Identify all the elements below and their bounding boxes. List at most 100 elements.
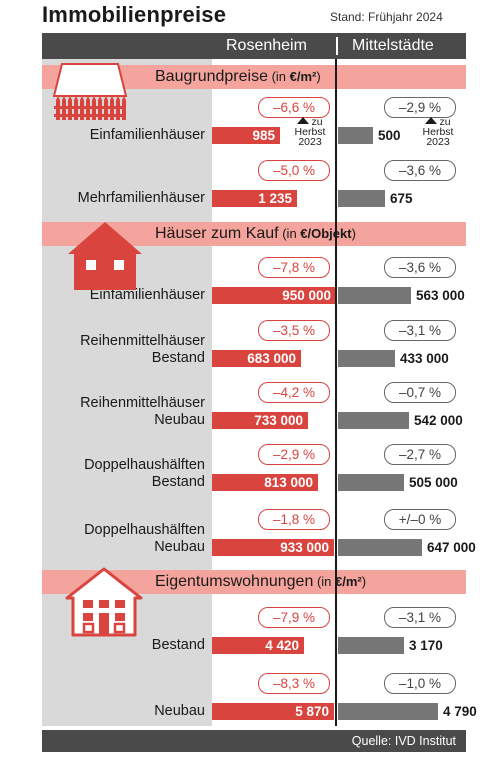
section-unit: (in €/m²) (313, 574, 367, 589)
rosenheim-value-label: 950 000 (282, 288, 331, 303)
section-title-text: Baugrundpreise (155, 68, 268, 85)
section-unit: (in €/m²) (267, 69, 321, 84)
mittelstaedte-value-label: 4 790 (443, 704, 477, 719)
section-unit: (in €/Objekt) (278, 226, 356, 241)
mittelstaedte-value-label: 433 000 (400, 351, 449, 366)
row-label: Reihenmittelhäuser Bestand (0, 333, 205, 367)
section-header: Häuser zum Kauf (in €/Objekt) (42, 222, 466, 246)
fence-icon (52, 63, 128, 120)
rosenheim-change-badge: –5,0 % (258, 160, 330, 181)
row-label: Neubau (0, 703, 205, 720)
rosenheim-value-label: 985 (252, 128, 275, 143)
mittelstaedte-change-badge: –3,6 % (384, 257, 456, 278)
mittelstaedte-bar (338, 350, 395, 367)
row-label: Einfamilienhäuser (0, 287, 205, 304)
column-header-divider (336, 37, 338, 55)
row-label: Bestand (0, 637, 205, 654)
mittelstaedte-change-badge: –2,9 % (384, 97, 456, 118)
rosenheim-bar (212, 412, 308, 429)
rosenheim-value-label: 1 235 (258, 191, 292, 206)
row-label-line: Bestand (151, 637, 205, 653)
rosenheim-change-badge: –1,8 % (258, 509, 330, 530)
rosenheim-bar (212, 287, 336, 304)
mittelstaedte-bar (338, 539, 422, 556)
row-label-line: Reihenmittelhäuser (80, 395, 205, 411)
triangle-up-icon (425, 117, 438, 124)
mittelstaedte-change-badge: +/–0 % (384, 509, 456, 530)
rosenheim-bar (212, 127, 280, 144)
mittelstaedte-bar (338, 412, 409, 429)
column-header-rosenheim: Rosenheim (226, 37, 307, 54)
rosenheim-value-label: 733 000 (254, 413, 303, 428)
rosenheim-change-badge: –6,6 % (258, 97, 330, 118)
mittelstaedte-value-label: 675 (390, 191, 413, 206)
compare-note-line: zu (292, 117, 328, 127)
row-label-line: Bestand (151, 474, 205, 490)
mittelstaedte-bar (338, 474, 404, 491)
rosenheim-value-label: 4 420 (265, 638, 299, 653)
column-divider (335, 59, 337, 726)
row-label-line: Doppelhaushälften (84, 457, 205, 473)
rosenheim-value-label: 683 000 (247, 351, 296, 366)
row-label-line: Doppelhaushälften (84, 522, 205, 538)
mittelstaedte-value-label: 563 000 (416, 288, 465, 303)
mittelstaedte-change-badge: –3,1 % (384, 320, 456, 341)
rosenheim-change-badge: –7,9 % (258, 607, 330, 628)
row-label: Doppelhaushälften Neubau (0, 522, 205, 556)
rosenheim-value-label: 813 000 (264, 475, 313, 490)
row-label: Reihenmittelhäuser Neubau (0, 395, 205, 429)
rosenheim-change-badge: –3,5 % (258, 320, 330, 341)
row-label-line: Einfamilienhäuser (89, 127, 205, 143)
section-title-text: Eigentumswohnungen (155, 573, 314, 590)
row-label-line: Mehrfamilienhäuser (77, 190, 205, 206)
rosenheim-change-badge: –8,3 % (258, 673, 330, 694)
column-header-band: Rosenheim Mittelstädte (42, 33, 466, 59)
mittelstaedte-change-badge: –3,1 % (384, 607, 456, 628)
mittelstaedte-value-label: 647 000 (427, 540, 476, 555)
row-label: Mehrfamilienhäuser (0, 190, 205, 207)
compare-note-line: Herbst (422, 126, 454, 138)
mittelstaedte-change-badge: –1,0 % (384, 673, 456, 694)
source-note: Quelle: IVD Institut (351, 734, 456, 748)
rosenheim-bar (212, 539, 334, 556)
mittelstaedte-value-label: 500 (378, 128, 401, 143)
row-label-line: Einfamilienhäuser (89, 287, 205, 303)
row-label-line: Bestand (151, 350, 205, 366)
rosenheim-bar (212, 474, 318, 491)
mittelstaedte-bar (338, 637, 404, 654)
section-title: Häuser zum Kauf (in €/Objekt) (155, 222, 356, 246)
apartment-building-icon (65, 567, 143, 637)
compare-note-line: zu (420, 117, 456, 127)
section-title: Eigentumswohnungen (in €/m²) (155, 570, 366, 594)
rosenheim-value-label: 5 870 (295, 704, 329, 719)
house-icon (68, 222, 142, 290)
page-title: Immobilienpreise (42, 2, 227, 27)
row-label-line: Neubau (154, 703, 205, 719)
rosenheim-bar (212, 190, 297, 207)
mittelstaedte-bar (338, 703, 438, 720)
rosenheim-value-label: 933 000 (280, 540, 329, 555)
row-label: Doppelhaushälften Bestand (0, 457, 205, 491)
mittelstaedte-value-label: 3 170 (409, 638, 443, 653)
mittelstaedte-bar (338, 190, 385, 207)
rosenheim-change-badge: –7,8 % (258, 257, 330, 278)
row-label-line: Neubau (154, 539, 205, 555)
stand-date: Stand: Frühjahr 2024 (330, 10, 443, 24)
rosenheim-change-badge: –2,9 % (258, 444, 330, 465)
row-label-line: Neubau (154, 412, 205, 428)
mittelstaedte-bar (338, 127, 373, 144)
section-title-text: Häuser zum Kauf (155, 225, 279, 242)
column-header-mittelstaedte: Mittelstädte (352, 37, 434, 54)
mittelstaedte-change-badge: –3,6 % (384, 160, 456, 181)
compare-note-line: Herbst (294, 126, 326, 138)
mittelstaedte-change-badge: –0,7 % (384, 382, 456, 403)
rosenheim-bar (212, 637, 304, 654)
row-label-line: Reihenmittelhäuser (80, 333, 205, 349)
section-title: Baugrundpreise (in €/m²) (155, 65, 321, 89)
compare-note-line: 2023 (426, 136, 450, 148)
row-label: Einfamilienhäuser (0, 127, 205, 144)
mittelstaedte-bar (338, 287, 411, 304)
rosenheim-change-badge: –4,2 % (258, 382, 330, 403)
mittelstaedte-value-label: 505 000 (409, 475, 458, 490)
rosenheim-bar (212, 350, 301, 367)
